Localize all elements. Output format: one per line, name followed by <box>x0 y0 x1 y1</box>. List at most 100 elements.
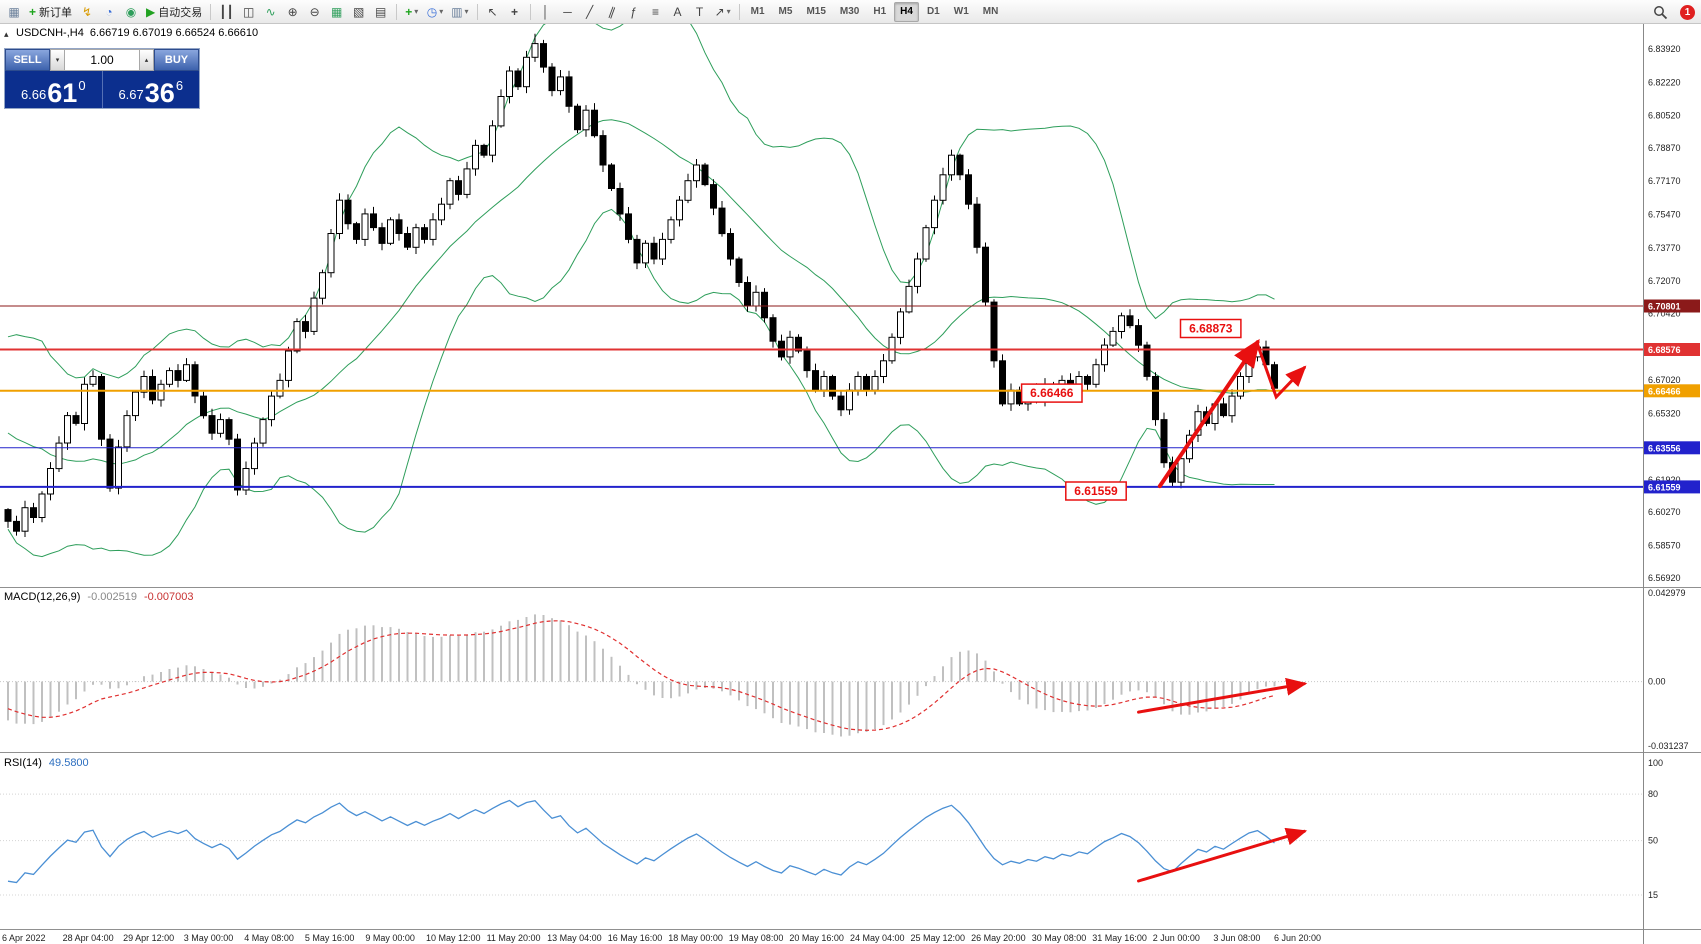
svg-text:6.70801: 6.70801 <box>1648 302 1681 312</box>
sell-price-pipette: 0 <box>78 78 86 93</box>
horizontal-line-icon[interactable]: ─ <box>563 4 572 19</box>
template-dropdown[interactable]: ▥ ▾ <box>451 4 469 19</box>
data-window-icon[interactable]: ◔ <box>105 4 113 19</box>
buy-price-big-digits: 36 <box>144 78 175 109</box>
one-click-collapse-arrow[interactable]: ▴ <box>4 29 9 39</box>
svg-text:9 May 00:00: 9 May 00:00 <box>365 933 415 943</box>
svg-text:6.78870: 6.78870 <box>1648 143 1681 153</box>
buy-button[interactable]: BUY <box>154 49 199 71</box>
arrange-windows-icon[interactable]: ▤ <box>375 4 387 19</box>
annotation-boxes[interactable]: 6.68873 6.66466 6.61559 <box>1020 318 1242 501</box>
svg-text:6.70420: 6.70420 <box>1648 308 1681 318</box>
timeframe-m1[interactable]: M1 <box>750 6 765 17</box>
chart-window-icon[interactable]: ▦ <box>8 4 20 19</box>
svg-text:-0.031237: -0.031237 <box>1648 741 1689 751</box>
price-axis[interactable]: 6.83920 6.82220 6.80520 6.78870 6.77170 6.754… <box>1643 24 1701 944</box>
macd-signal-line <box>7 620 1275 731</box>
auto-trading-button[interactable]: ▶ 自动交易 <box>146 4 203 19</box>
macd-histogram <box>7 614 1276 737</box>
svg-text:6.61920: 6.61920 <box>1648 475 1681 485</box>
svg-text:6 Jun 20:00: 6 Jun 20:00 <box>1274 933 1321 943</box>
annotation-arrows[interactable] <box>1137 338 1308 883</box>
label-icon[interactable]: T <box>695 4 704 19</box>
sell-price[interactable]: 6.66 61 0 <box>5 71 103 108</box>
svg-text:3 May 00:00: 3 May 00:00 <box>184 933 234 943</box>
horizontal-lines[interactable] <box>0 305 1643 488</box>
toolbar-separator <box>529 3 531 20</box>
svg-text:6 Apr 2022: 6 Apr 2022 <box>2 933 46 943</box>
volume-increase-button[interactable]: ▴ <box>139 49 154 71</box>
time-axis[interactable]: 6 Apr 2022 28 Apr 04:00 29 Apr 12:00 3 May … <box>2 933 1321 943</box>
symbol-name: USDCNH-,H4 <box>16 27 84 39</box>
market-watch-icon[interactable]: ↯ <box>81 4 93 19</box>
svg-text:6.66466: 6.66466 <box>1030 386 1074 400</box>
svg-text:6.56920: 6.56920 <box>1648 573 1681 583</box>
crosshair-icon[interactable]: + <box>511 4 519 19</box>
shapes-dropdown[interactable]: ↗ ▾ <box>714 4 731 19</box>
timeframe-w1[interactable]: W1 <box>953 6 969 17</box>
macd-title: MACD(12,26,9) <box>4 591 81 603</box>
svg-text:6.65320: 6.65320 <box>1648 408 1681 418</box>
rsi-indicator-label: RSI(14) 49.5800 <box>4 757 89 769</box>
toolbar-separator <box>210 3 212 20</box>
search-icon[interactable] <box>1650 2 1671 22</box>
candlestick-chart-icon[interactable]: ◫ <box>243 4 255 19</box>
svg-text:15: 15 <box>1648 890 1658 900</box>
grid-icon[interactable]: ≡ <box>652 4 660 19</box>
period-dropdown[interactable]: ◷ ▾ <box>426 4 444 19</box>
line-chart-icon[interactable]: ∿ <box>265 4 276 19</box>
buy-price[interactable]: 6.67 36 6 <box>103 71 200 108</box>
zoom-in-icon[interactable]: ⊕ <box>287 4 298 19</box>
macd-main-value: -0.002519 <box>87 591 137 603</box>
zoom-out-icon[interactable]: ⊖ <box>309 4 320 19</box>
panel-separators[interactable] <box>0 587 1701 930</box>
timeframe-mn[interactable]: MN <box>982 6 999 17</box>
volume-input[interactable]: 1.00 <box>65 49 139 71</box>
one-click-trading-panel: SELL ▾ 1.00 ▴ BUY 6.66 61 0 6.67 36 6 <box>4 48 200 109</box>
toolbar-separator <box>476 3 478 20</box>
fibonacci-icon[interactable]: ƒ <box>630 4 637 19</box>
text-icon[interactable]: A <box>673 4 682 19</box>
sell-button[interactable]: SELL <box>5 49 50 71</box>
trendline-icon[interactable]: ╱ <box>585 4 594 19</box>
timeframe-h1[interactable]: H1 <box>873 6 887 17</box>
cursor-icon[interactable]: ↖ <box>487 4 498 19</box>
svg-text:6.66466: 6.66466 <box>1648 386 1681 396</box>
terminal-icon[interactable]: ◉ <box>125 4 137 19</box>
notifications-badge[interactable]: 1 <box>1680 4 1695 20</box>
new-chart-dropdown[interactable]: + ▾ <box>405 4 419 19</box>
cascade-windows-icon[interactable]: ▧ <box>353 4 365 19</box>
toolbar-separator <box>738 3 740 20</box>
svg-text:16 May 16:00: 16 May 16:00 <box>608 933 663 943</box>
svg-text:6.58570: 6.58570 <box>1648 541 1681 551</box>
svg-text:28 Apr 04:00: 28 Apr 04:00 <box>63 933 114 943</box>
svg-text:6.75470: 6.75470 <box>1648 210 1681 220</box>
timeframe-m30[interactable]: M30 <box>839 6 860 17</box>
svg-text:6.67020: 6.67020 <box>1648 375 1681 385</box>
channel-icon[interactable]: ∥ <box>606 3 617 20</box>
svg-text:100: 100 <box>1648 758 1663 768</box>
svg-text:6.61559: 6.61559 <box>1074 484 1118 498</box>
svg-text:29 Apr 12:00: 29 Apr 12:00 <box>123 933 174 943</box>
svg-text:13 May 04:00: 13 May 04:00 <box>547 933 602 943</box>
toolbar: ▦ + 新订单 ↯ ◔ ◉ ▶ 自动交易 ┃┃ ◫ ∿ ⊕ ⊖ ▦ ▧ ▤ + ▾ ◷ ▾ ▥ ▾ ↖ + │ ─ ╱ ∥ ƒ ≡ A T ↗ ▾… <box>0 0 1701 24</box>
svg-text:6.68873: 6.68873 <box>1189 322 1233 336</box>
timeframe-m5[interactable]: M5 <box>778 6 793 17</box>
svg-text:2 Jun 00:00: 2 Jun 00:00 <box>1153 933 1200 943</box>
svg-text:4 May 08:00: 4 May 08:00 <box>244 933 294 943</box>
timeframe-h4[interactable]: H4 <box>894 1 919 22</box>
tile-windows-icon[interactable]: ▦ <box>331 4 343 19</box>
bar-chart-icon[interactable]: ┃┃ <box>219 4 234 19</box>
timeframe-d1[interactable]: D1 <box>926 6 940 17</box>
vertical-line-icon[interactable]: │ <box>541 4 550 19</box>
volume-decrease-button[interactable]: ▾ <box>50 49 65 71</box>
svg-text:0.00: 0.00 <box>1648 677 1666 687</box>
toolbar-separator <box>395 3 397 20</box>
svg-text:10 May 12:00: 10 May 12:00 <box>426 933 481 943</box>
rsi-value: 49.5800 <box>48 757 89 769</box>
new-order-button[interactable]: + 新订单 <box>29 4 73 19</box>
buy-price-pipette: 6 <box>175 78 184 93</box>
timeframe-m15[interactable]: M15 <box>806 6 826 17</box>
svg-text:19 May 08:00: 19 May 08:00 <box>729 933 784 943</box>
